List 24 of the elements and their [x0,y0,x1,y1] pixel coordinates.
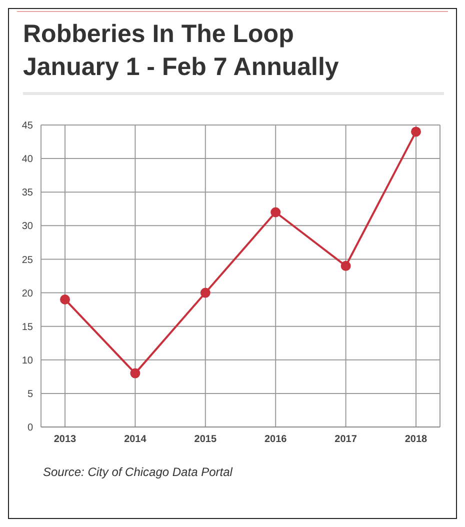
y-tick-label: 45 [22,120,34,132]
y-tick-label: 0 [27,422,34,434]
x-tick-label: 2017 [334,434,358,446]
x-tick-label: 2014 [124,434,147,446]
point [270,207,281,218]
y-tick-label: 35 [22,188,34,199]
x-tick-label: 2015 [194,434,217,446]
point [60,294,70,304]
point [340,260,351,271]
y-tick-label: 40 [22,154,34,166]
y-tick-label: 10 [22,355,34,366]
x-tick-label: 2013 [54,434,77,446]
y-tick-label: 20 [22,288,34,300]
point [130,368,140,378]
point [200,288,210,298]
x-tick-label: 2018 [404,434,428,446]
y-tick-label: 5 [27,388,34,400]
y-tick-label: 30 [22,221,34,232]
y-tick-label: 25 [22,254,34,266]
point [411,126,421,137]
chart-title: Robberies In The Loop January 1 - Feb 7 Annually [22,19,340,83]
source-note: Source: City of Chicago Data Portal [42,464,234,479]
x-tick-label: 2016 [264,434,288,446]
y-tick-label: 15 [22,322,34,333]
